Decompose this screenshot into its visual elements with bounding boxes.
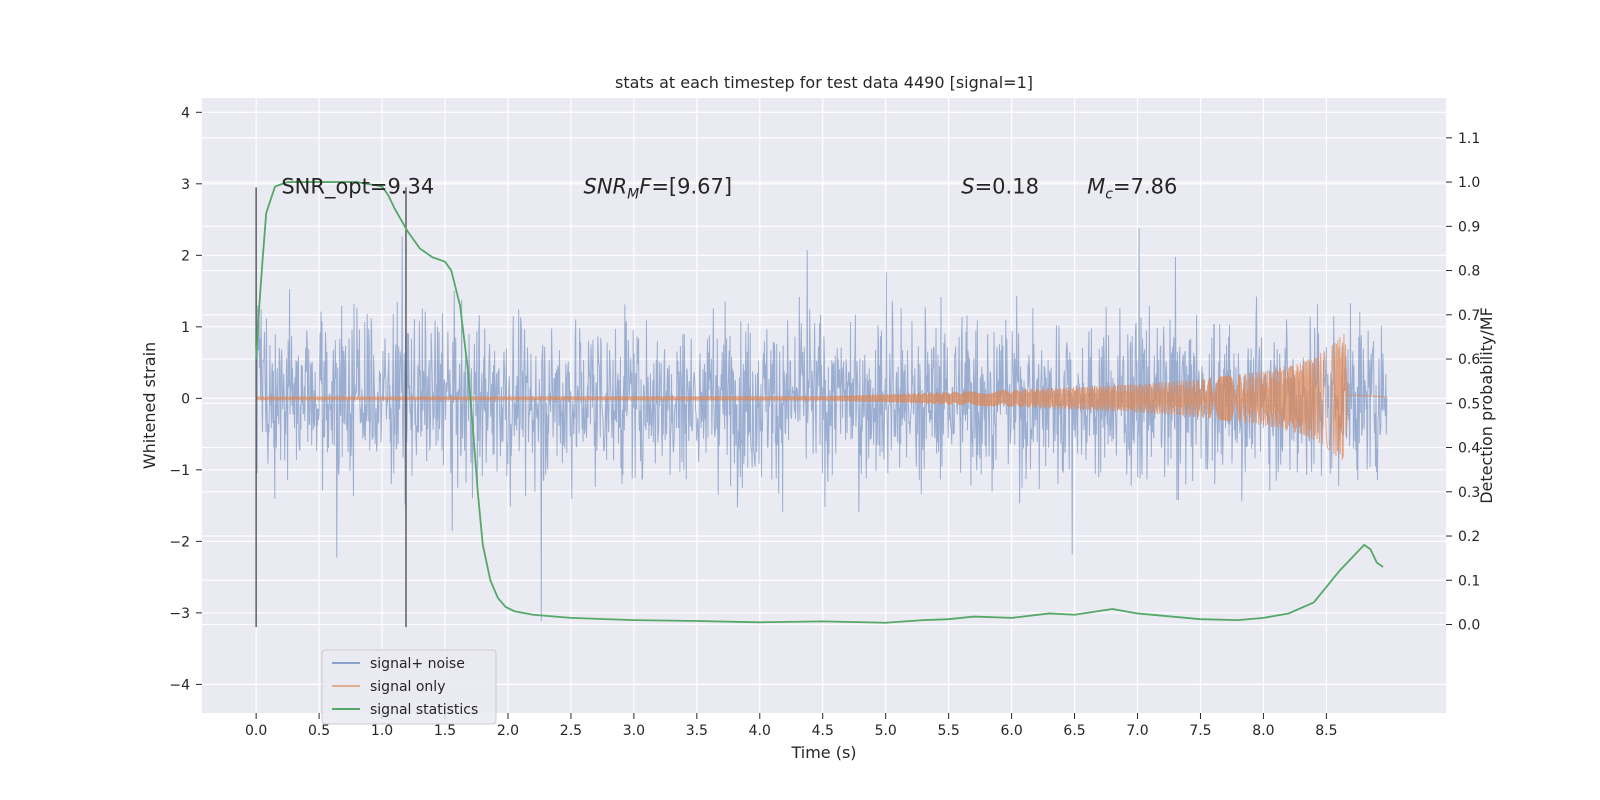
signal-statistics-line: [255, 181, 1384, 624]
left-tick-label-6: 2: [181, 248, 190, 264]
x-tick-label-2: 1.0: [371, 723, 393, 739]
signal-statistics-series: [255, 181, 1384, 624]
right-tick-label-10: 1.0: [1458, 175, 1480, 191]
right-tick-label-9: 0.9: [1458, 219, 1480, 235]
right-tick-label-8: 0.8: [1458, 264, 1480, 280]
annotation-s: S=0.18: [961, 174, 1039, 198]
right-tick-label-4: 0.4: [1458, 441, 1480, 457]
right-tick-label-11: 1.1: [1458, 131, 1480, 147]
x-tick-label-1: 0.5: [308, 723, 330, 739]
annotation-snr-mf-sub: M: [627, 186, 639, 202]
legend-label-noise: signal+ noise: [370, 656, 465, 672]
x-axis-label: Time (s): [790, 743, 856, 762]
x-tick-label-9: 4.5: [812, 723, 834, 739]
right-tick-label-2: 0.2: [1458, 529, 1480, 545]
x-tick-label-4: 2.0: [497, 723, 519, 739]
left-tick-label-0: −4: [169, 677, 190, 693]
annotation-snr-opt-text: SNR_opt=9.34: [281, 174, 434, 199]
right-y-axis-label: Detection probability/MF: [1477, 307, 1496, 504]
annotation-mc-sub: c: [1105, 186, 1113, 202]
right-tick-label-3: 0.3: [1458, 485, 1480, 501]
annotation-mc: Mc=7.86: [1087, 174, 1177, 202]
legend: signal+ noise signal only signal statist…: [321, 649, 497, 725]
x-tick-label-3: 1.5: [434, 723, 456, 739]
x-tick-label-10: 5.0: [875, 723, 897, 739]
annotation-snr-mf-value: =[9.67]: [651, 174, 732, 198]
left-tick-label-1: −3: [169, 606, 190, 622]
left-tick-label-3: −1: [169, 463, 190, 479]
x-tick-label-12: 6.0: [1000, 723, 1022, 739]
legend-label-stats: signal statistics: [370, 702, 478, 718]
signal-only-series: [255, 333, 1387, 461]
annotation-s-prefix: S: [961, 174, 974, 198]
x-tick-label-11: 5.5: [938, 723, 960, 739]
annotation-s-value: =0.18: [975, 174, 1039, 198]
left-y-axis: −4 −3 −2 −1 0 1 2 3 4: [169, 105, 202, 693]
x-tick-label-15: 7.5: [1189, 723, 1211, 739]
legend-label-signal: signal only: [370, 679, 445, 695]
x-tick-label-7: 3.5: [686, 723, 708, 739]
annotation-snr-mf: SNRMF=[9.67]: [584, 174, 733, 202]
legend-box: [321, 649, 497, 725]
x-tick-label-17: 8.5: [1315, 723, 1337, 739]
x-tick-label-0: 0.0: [245, 723, 267, 739]
annotation-snr-mf-prefix: SNR: [584, 174, 628, 198]
annotation-snr-opt: SNR_opt=9.34: [281, 174, 434, 199]
annotation-snr-mf-suffix: F: [639, 174, 652, 198]
x-tick-label-16: 8.0: [1252, 723, 1274, 739]
x-tick-label-6: 3.0: [623, 723, 645, 739]
right-tick-label-7: 0.7: [1458, 308, 1480, 324]
left-tick-label-5: 1: [181, 320, 190, 336]
left-y-axis-label: Whitened strain: [140, 342, 159, 469]
left-tick-label-7: 3: [181, 177, 190, 193]
right-tick-label-6: 0.6: [1458, 352, 1480, 368]
annotation-mc-prefix: M: [1087, 174, 1105, 198]
vertical-markers: [255, 187, 407, 628]
right-tick-label-5: 0.5: [1458, 396, 1480, 412]
signal-only-trace: [255, 333, 1387, 461]
x-tick-label-8: 4.0: [749, 723, 771, 739]
annotation-mc-value: =7.86: [1113, 174, 1177, 198]
right-tick-label-1: 0.1: [1458, 573, 1480, 589]
left-tick-label-2: −2: [169, 534, 190, 550]
x-tick-label-14: 7.0: [1126, 723, 1148, 739]
x-tick-label-13: 6.5: [1063, 723, 1085, 739]
left-tick-label-4: 0: [181, 391, 190, 407]
left-tick-label-8: 4: [181, 105, 190, 121]
right-tick-label-0: 0.0: [1458, 618, 1480, 634]
x-tick-label-5: 2.5: [560, 723, 582, 739]
right-y-axis: 0.0 0.1 0.2 0.3 0.4 0.5 0.6 0.7 0.8 0.9 1.0 1.1: [1446, 131, 1480, 634]
chart-title: stats at each timestep for test data 449…: [615, 73, 1033, 92]
x-axis: 0.0 0.5 1.0 1.5 2.0 2.5 3.0 3.5 4.0 4.5 5.0 5.5 6.0 6…: [245, 713, 1338, 739]
